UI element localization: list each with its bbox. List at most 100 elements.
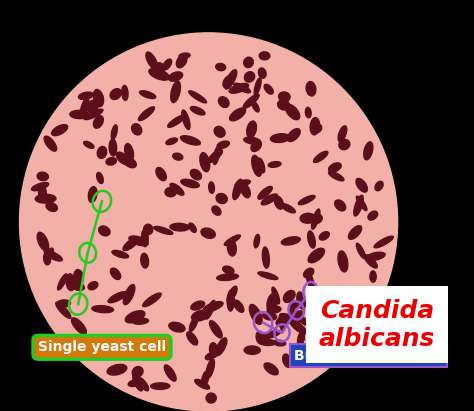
Ellipse shape (264, 363, 278, 375)
Ellipse shape (44, 252, 51, 265)
Text: Candida
albicans: Candida albicans (319, 299, 435, 351)
Ellipse shape (170, 223, 190, 231)
Ellipse shape (290, 320, 307, 334)
Ellipse shape (181, 179, 199, 188)
Ellipse shape (212, 206, 221, 215)
Ellipse shape (251, 141, 261, 152)
Ellipse shape (244, 346, 260, 354)
Ellipse shape (298, 332, 304, 346)
Ellipse shape (56, 302, 71, 319)
Ellipse shape (225, 70, 237, 89)
Ellipse shape (122, 85, 128, 100)
Ellipse shape (189, 316, 198, 331)
Ellipse shape (368, 211, 378, 220)
Ellipse shape (259, 52, 270, 60)
Ellipse shape (229, 108, 246, 121)
Ellipse shape (228, 240, 237, 256)
Ellipse shape (254, 234, 260, 248)
Ellipse shape (142, 229, 148, 247)
Ellipse shape (110, 89, 121, 99)
Ellipse shape (171, 81, 181, 103)
Ellipse shape (300, 213, 316, 223)
Ellipse shape (84, 109, 103, 120)
Ellipse shape (210, 343, 218, 357)
Ellipse shape (110, 268, 120, 279)
Ellipse shape (213, 147, 219, 164)
Ellipse shape (258, 68, 266, 78)
Ellipse shape (252, 155, 262, 176)
Ellipse shape (227, 286, 237, 302)
Ellipse shape (173, 153, 183, 160)
Ellipse shape (289, 306, 296, 317)
Ellipse shape (88, 187, 97, 203)
Ellipse shape (311, 209, 320, 229)
Ellipse shape (295, 353, 304, 363)
Ellipse shape (195, 379, 210, 389)
Ellipse shape (78, 92, 93, 99)
Ellipse shape (227, 290, 234, 311)
Ellipse shape (262, 330, 281, 339)
Ellipse shape (356, 196, 367, 210)
Ellipse shape (245, 72, 255, 82)
Ellipse shape (99, 226, 110, 236)
Ellipse shape (308, 231, 315, 248)
Ellipse shape (97, 172, 103, 184)
Ellipse shape (273, 340, 286, 346)
Ellipse shape (311, 124, 322, 133)
Ellipse shape (235, 180, 250, 187)
Ellipse shape (151, 383, 170, 389)
Ellipse shape (271, 134, 290, 143)
Ellipse shape (308, 248, 325, 263)
Ellipse shape (141, 253, 148, 268)
Ellipse shape (241, 183, 250, 198)
Ellipse shape (93, 115, 103, 128)
Ellipse shape (261, 194, 277, 205)
Ellipse shape (279, 92, 290, 102)
Ellipse shape (44, 250, 63, 261)
Ellipse shape (149, 68, 169, 80)
Ellipse shape (288, 299, 302, 310)
Ellipse shape (263, 312, 277, 320)
Ellipse shape (128, 379, 144, 386)
Ellipse shape (69, 281, 84, 291)
Ellipse shape (97, 146, 107, 158)
Ellipse shape (80, 97, 89, 117)
Ellipse shape (328, 171, 344, 181)
Ellipse shape (57, 274, 67, 290)
Ellipse shape (132, 367, 143, 377)
Ellipse shape (285, 104, 300, 120)
Ellipse shape (306, 82, 316, 96)
Ellipse shape (44, 136, 56, 151)
Ellipse shape (31, 182, 49, 191)
Ellipse shape (83, 141, 94, 148)
Ellipse shape (137, 377, 149, 391)
Ellipse shape (223, 266, 234, 274)
Ellipse shape (356, 178, 367, 192)
Ellipse shape (323, 325, 332, 337)
Ellipse shape (38, 186, 46, 199)
Ellipse shape (219, 97, 229, 107)
Ellipse shape (268, 162, 281, 167)
Ellipse shape (118, 341, 131, 351)
Ellipse shape (164, 365, 176, 381)
Ellipse shape (187, 332, 198, 345)
Ellipse shape (116, 152, 129, 164)
Ellipse shape (57, 300, 71, 307)
Ellipse shape (74, 270, 83, 284)
Ellipse shape (281, 237, 301, 245)
Ellipse shape (364, 142, 373, 160)
Ellipse shape (281, 204, 295, 213)
Ellipse shape (210, 321, 222, 338)
Ellipse shape (205, 353, 215, 360)
Ellipse shape (112, 250, 128, 258)
Ellipse shape (46, 203, 57, 211)
Ellipse shape (191, 310, 210, 321)
Ellipse shape (109, 139, 117, 156)
Ellipse shape (216, 194, 227, 203)
Ellipse shape (166, 138, 177, 145)
Ellipse shape (254, 78, 261, 95)
Ellipse shape (257, 332, 269, 343)
Ellipse shape (339, 139, 350, 150)
Ellipse shape (258, 272, 278, 279)
Ellipse shape (306, 339, 324, 348)
